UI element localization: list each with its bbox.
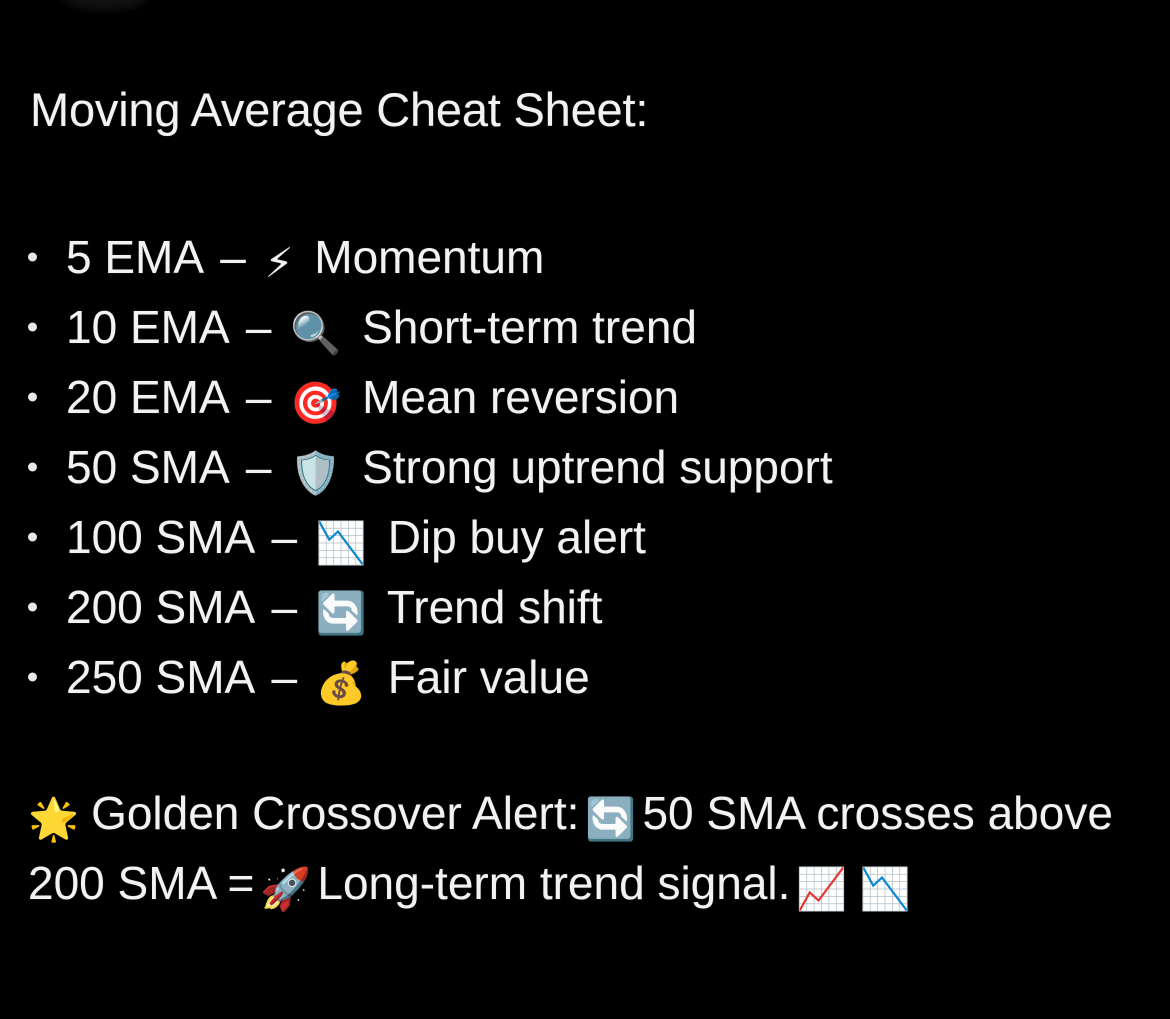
list-item-label: 50 SMA bbox=[66, 441, 228, 493]
counterclockwise-arrows-emoji: 🔄 bbox=[315, 589, 367, 637]
counterclockwise-arrows-emoji: 🔄 bbox=[585, 795, 637, 843]
dart-emoji: 🎯 bbox=[290, 379, 342, 427]
moving-average-list: 5 EMA – ⚡ Momentum 10 EMA – 🔍 Short-term… bbox=[0, 222, 1170, 712]
list-item-description: Mean reversion bbox=[362, 371, 680, 423]
list-item-label: 5 EMA bbox=[66, 231, 202, 283]
crossover-condition-part-1: 50 SMA crosses above 200 SMA = bbox=[28, 787, 1113, 909]
list-item-dash: – bbox=[271, 511, 298, 563]
list-item: 250 SMA – 💰 Fair value bbox=[0, 642, 1170, 712]
crossover-condition-part-2: Long-term trend signal. bbox=[317, 857, 791, 909]
list-item-dash: – bbox=[245, 301, 272, 353]
golden-crossover-note: 🌟 Golden Crossover Alert: 🔄 50 SMA crosses … bbox=[28, 778, 1148, 918]
list-item-label: 10 EMA bbox=[66, 301, 228, 353]
list-item: 10 EMA – 🔍 Short-term trend bbox=[0, 292, 1170, 362]
golden-crossover-alert-label: Golden Crossover Alert: bbox=[91, 787, 580, 839]
list-item-dash: – bbox=[245, 371, 272, 423]
rocket-emoji: 🚀 bbox=[260, 865, 312, 913]
list-item-dash: – bbox=[271, 651, 298, 703]
list-item: 100 SMA – 📉 Dip buy alert bbox=[0, 502, 1170, 572]
list-item-label: 20 EMA bbox=[66, 371, 228, 423]
list-item-description: Dip buy alert bbox=[387, 511, 646, 563]
list-item-dash: – bbox=[271, 581, 298, 633]
list-item: 20 EMA – 🎯 Mean reversion bbox=[0, 362, 1170, 432]
cropped-bubble-remnant bbox=[62, 0, 148, 10]
bullet-dot bbox=[28, 532, 37, 542]
list-item-description: Short-term trend bbox=[362, 301, 697, 353]
glowing-star-emoji: 🌟 bbox=[28, 795, 80, 843]
list-item-dash: – bbox=[220, 231, 246, 283]
bullet-dot bbox=[28, 322, 37, 332]
bullet-dot bbox=[28, 252, 37, 262]
bullet-dot bbox=[28, 392, 37, 402]
list-item-description: Fair value bbox=[387, 651, 590, 703]
bullet-dot bbox=[28, 462, 37, 472]
list-item-dash: – bbox=[245, 441, 272, 493]
chart-decreasing-emoji: 📉 bbox=[859, 865, 911, 913]
list-item-label: 100 SMA bbox=[66, 511, 253, 563]
list-item: 50 SMA – 🛡️ Strong uptrend support bbox=[0, 432, 1170, 502]
list-item-description: Momentum bbox=[314, 231, 545, 283]
page-title: Moving Average Cheat Sheet: bbox=[30, 83, 649, 136]
list-item: 5 EMA – ⚡ Momentum bbox=[0, 222, 1170, 292]
list-item: 200 SMA – 🔄 Trend shift bbox=[0, 572, 1170, 642]
list-item-description: Trend shift bbox=[386, 581, 603, 633]
list-item-description: Strong uptrend support bbox=[362, 441, 833, 493]
high-voltage-emoji: ⚡ bbox=[264, 239, 294, 287]
shield-emoji: 🛡️ bbox=[290, 449, 342, 497]
bullet-dot bbox=[28, 672, 37, 682]
chart-decreasing-emoji: 📉 bbox=[315, 519, 367, 567]
magnifying-glass-emoji: 🔍 bbox=[290, 309, 342, 357]
list-item-label: 200 SMA bbox=[66, 581, 253, 633]
money-bag-emoji: 💰 bbox=[315, 659, 367, 707]
chart-increasing-emoji: 📈 bbox=[796, 865, 848, 913]
list-item-label: 250 SMA bbox=[66, 651, 253, 703]
bullet-dot bbox=[28, 602, 37, 612]
